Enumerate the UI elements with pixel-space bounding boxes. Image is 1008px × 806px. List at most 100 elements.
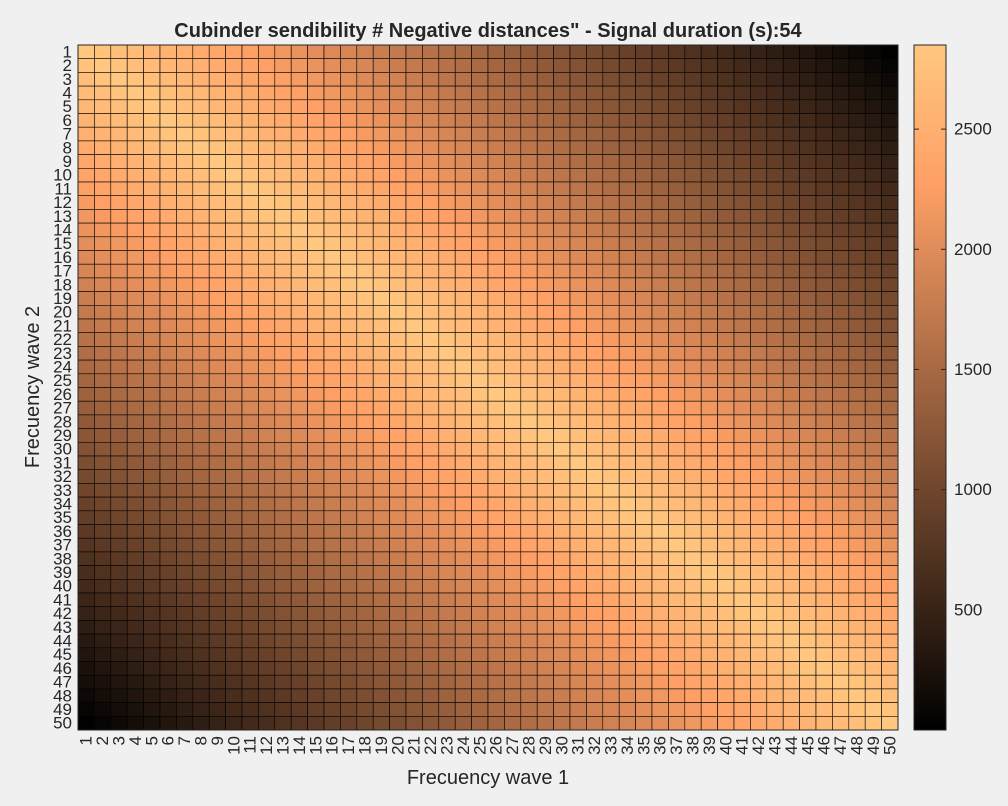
heatmap-cell <box>799 578 817 594</box>
heatmap-cell <box>553 44 571 59</box>
heatmap-cell <box>94 483 112 498</box>
heatmap-cell <box>471 537 489 553</box>
heatmap-cell <box>159 373 177 388</box>
heatmap-cell <box>323 620 341 635</box>
heatmap-cell <box>782 647 800 662</box>
y-tick-label: 16 <box>53 248 72 267</box>
heatmap-cell <box>192 209 210 224</box>
heatmap-cell <box>668 414 686 429</box>
heatmap-cell <box>405 565 423 580</box>
heatmap-cell <box>668 688 686 703</box>
heatmap-cell <box>750 620 768 635</box>
heatmap-cell <box>372 359 390 375</box>
heatmap-cell <box>225 661 243 676</box>
heatmap-cell <box>323 346 341 361</box>
heatmap-cell <box>536 58 554 73</box>
heatmap-cell <box>864 633 882 649</box>
heatmap-cell <box>881 428 899 443</box>
heatmap-cell <box>504 620 522 635</box>
heatmap-cell <box>192 85 210 101</box>
y-tick-label: 36 <box>53 522 72 541</box>
heatmap-cell <box>618 715 636 731</box>
heatmap-cell <box>717 688 735 703</box>
heatmap-cell <box>569 85 587 101</box>
heatmap-cell <box>717 620 735 635</box>
heatmap-cell <box>635 400 653 416</box>
heatmap-cell <box>208 236 226 251</box>
heatmap-cell <box>307 373 325 388</box>
heatmap-cell <box>225 551 243 566</box>
heatmap-cell <box>340 565 358 580</box>
heatmap-cell <box>733 277 751 292</box>
heatmap-cell <box>258 113 276 128</box>
heatmap-cell <box>94 72 112 87</box>
heatmap-cell <box>766 606 784 621</box>
heatmap-cell <box>750 537 768 553</box>
heatmap-cell <box>536 647 554 662</box>
heatmap-cell <box>454 674 472 690</box>
heatmap-cell <box>225 168 243 183</box>
heatmap-cell <box>618 496 636 512</box>
heatmap-cell <box>241 400 259 416</box>
heatmap-cell <box>504 674 522 690</box>
heatmap-cell <box>143 373 161 388</box>
heatmap-cell <box>372 510 390 525</box>
heatmap-cell <box>356 524 374 539</box>
heatmap-cell <box>372 58 390 73</box>
heatmap-cell <box>471 85 489 101</box>
heatmap-cell <box>766 195 784 210</box>
heatmap-cell <box>881 44 899 59</box>
heatmap-cell <box>782 359 800 375</box>
heatmap-cell <box>258 346 276 361</box>
heatmap-cell <box>241 85 259 101</box>
x-tick-label: 43 <box>766 736 785 755</box>
heatmap-cell <box>405 414 423 429</box>
heatmap-cell <box>536 702 554 717</box>
heatmap-cell <box>471 715 489 731</box>
heatmap-cell <box>241 469 259 484</box>
heatmap-cell <box>668 277 686 292</box>
heatmap-cell <box>225 72 243 87</box>
heatmap-cell <box>159 304 177 320</box>
heatmap-cell <box>143 346 161 361</box>
heatmap-cell <box>750 85 768 101</box>
heatmap-cell <box>750 195 768 210</box>
heatmap-cell <box>159 113 177 128</box>
heatmap-cell <box>733 346 751 361</box>
heatmap-cell <box>569 263 587 279</box>
heatmap-cell <box>635 113 653 128</box>
heatmap-cell <box>356 72 374 87</box>
heatmap-cell <box>143 400 161 416</box>
heatmap-cell <box>487 154 505 169</box>
heatmap-cell <box>520 633 538 649</box>
heatmap-cell <box>782 72 800 87</box>
heatmap-cell <box>290 578 308 594</box>
heatmap-cell <box>454 578 472 594</box>
heatmap-cell <box>438 537 456 553</box>
heatmap-cell <box>208 181 226 196</box>
heatmap-cell <box>750 318 768 333</box>
heatmap-cell <box>225 414 243 429</box>
heatmap-cell <box>143 483 161 498</box>
heatmap-cell <box>372 455 390 470</box>
heatmap-cell <box>504 647 522 662</box>
heatmap-cell <box>651 688 669 703</box>
heatmap-cell <box>651 510 669 525</box>
heatmap-cell <box>684 592 702 607</box>
heatmap-cell <box>717 606 735 621</box>
heatmap-cell <box>684 455 702 470</box>
heatmap-cell <box>340 661 358 676</box>
heatmap-cell <box>717 537 735 553</box>
heatmap-cell <box>307 469 325 484</box>
heatmap-cell <box>241 277 259 292</box>
heatmap-cell <box>750 674 768 690</box>
heatmap-cell <box>176 44 194 59</box>
heatmap-cell <box>586 209 604 224</box>
heatmap-cell <box>881 72 899 87</box>
heatmap-cell <box>651 578 669 594</box>
heatmap-cell <box>307 250 325 265</box>
heatmap-cell <box>307 661 325 676</box>
heatmap-cell <box>258 715 276 731</box>
heatmap-cell <box>77 455 95 470</box>
heatmap-cell <box>77 277 95 292</box>
